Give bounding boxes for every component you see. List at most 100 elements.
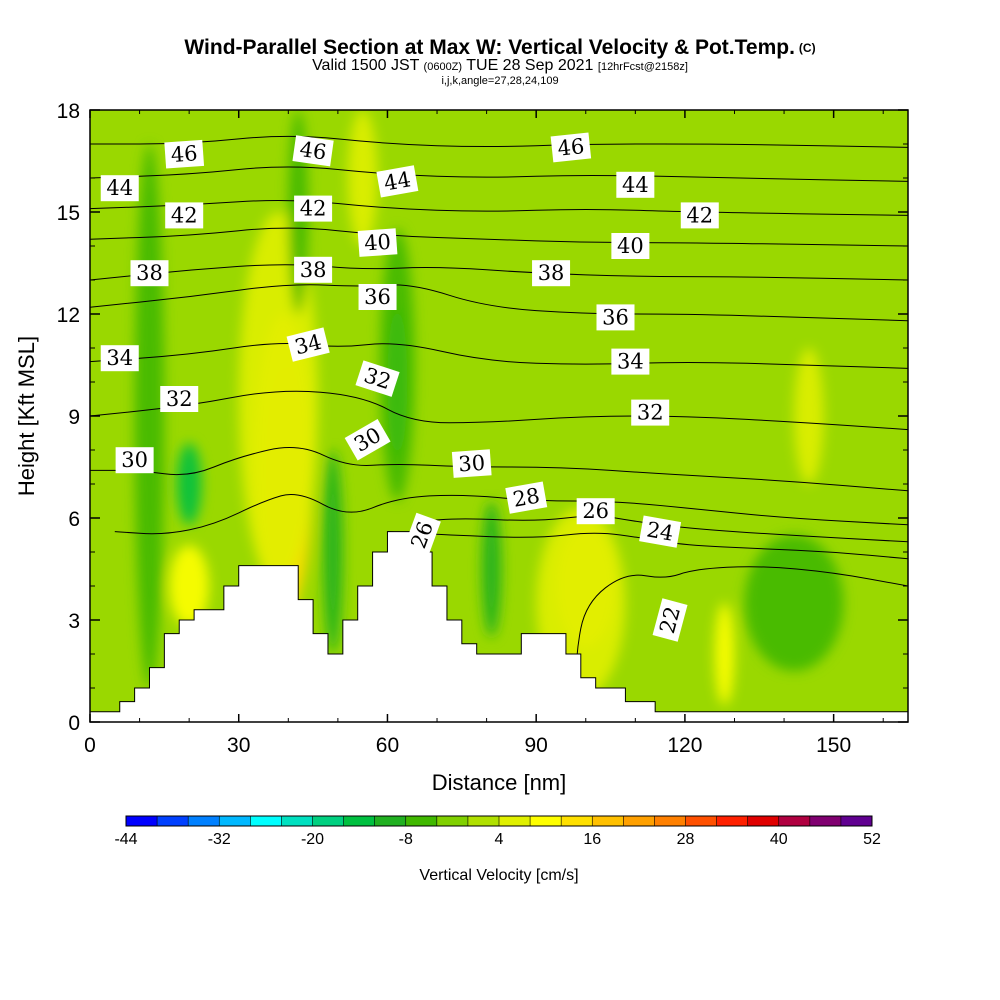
section-indices: i,j,k,angle=27,28,24,109 (441, 75, 559, 87)
colorbar-swatch (716, 816, 749, 826)
contour-label-box (611, 233, 650, 259)
contour-label-box (576, 498, 615, 525)
contour-label-box (505, 481, 548, 514)
contour-label-text: 42 (171, 203, 198, 227)
chart-title-badge: (C) (798, 41, 816, 55)
contour-label-text: 38 (300, 258, 327, 282)
contour-label-22: 22 (652, 598, 688, 642)
colorbar-swatch (747, 816, 780, 826)
velocity-cell (323, 450, 343, 654)
colorbar-swatch (312, 816, 345, 826)
colorbar-swatch (778, 816, 811, 826)
contour-label-42: 42 (680, 202, 719, 229)
contour-label-box (165, 202, 204, 229)
contour-label-34: 34 (286, 327, 330, 362)
contour-label-text: 36 (602, 305, 629, 329)
contour-label-30: 30 (451, 449, 492, 478)
contour-label-box (631, 399, 670, 426)
theta-contour-34 (90, 342, 908, 369)
colorbar-swatch (685, 816, 718, 826)
velocity-cell (481, 501, 502, 637)
contour-label-40: 40 (357, 228, 398, 257)
contour-label-text: 34 (617, 350, 644, 374)
contour-label-text: 30 (121, 448, 148, 472)
colorbar-tick-label: -8 (399, 831, 413, 848)
contour-label-32: 32 (631, 399, 670, 426)
contour-label-30: 30 (115, 447, 154, 474)
contour-label-box (596, 304, 635, 331)
contour-label-text: 44 (382, 167, 412, 195)
contour-label-box (115, 447, 154, 474)
contour-label-box (639, 515, 682, 548)
colorbar-tick-label: 4 (495, 831, 504, 848)
y-tick-label: 18 (57, 100, 80, 123)
y-tick-label: 15 (57, 202, 80, 225)
contour-label-text: 44 (106, 176, 133, 200)
contour-label-box (357, 228, 398, 257)
colorbar-tick-label: -44 (114, 831, 137, 848)
terrain (90, 531, 908, 722)
colorbar-swatch (530, 816, 562, 826)
valid-date: TUE 28 Sep 2021 (466, 57, 594, 74)
velocity-cell (176, 443, 202, 525)
y-tick-label: 9 (68, 406, 80, 429)
contour-label-box (130, 260, 169, 287)
colorbar-swatch (499, 816, 531, 826)
contour-label-box (164, 139, 205, 169)
contour-label-text: 42 (300, 197, 327, 221)
velocity-cell (744, 535, 844, 671)
colorbar-swatch (467, 816, 500, 826)
colorbar-swatch (374, 816, 407, 826)
theta-contour-30 (90, 447, 908, 492)
theta-contour-28 (114, 494, 908, 535)
colorbar-label: Vertical Velocity [cm/s] (419, 867, 578, 884)
y-axis-label: Height [Kft MSL] (14, 336, 39, 496)
y-tick-label: 0 (68, 712, 80, 735)
theta-contour-36 (90, 284, 908, 322)
contour-label-34: 34 (611, 348, 650, 375)
colorbar-swatch (157, 816, 189, 826)
colorbar-swatch (561, 816, 593, 826)
contour-label-44: 44 (376, 165, 419, 198)
contour-label-box (294, 195, 333, 222)
contour-label-text: 34 (106, 346, 133, 370)
x-tick-label: 150 (816, 734, 851, 757)
contour-label-box (355, 360, 400, 397)
contour-label-40: 40 (611, 233, 650, 259)
velocity-field (134, 110, 844, 705)
colorbar-tick-label: 40 (770, 831, 788, 848)
colorbar-swatch (250, 816, 282, 826)
colorbar-swatch (809, 816, 842, 826)
contour-label-text: 40 (617, 234, 644, 258)
x-axis: 0 30 60 90 120 150 (84, 110, 884, 757)
contour-label-28: 28 (505, 481, 548, 514)
forecast-info: [12hrFcst@2158z] (597, 61, 688, 73)
colorbar-swatch (188, 816, 220, 826)
contour-label-text: 46 (298, 137, 328, 164)
plot-area: 46 46 46 44 44 44 42 42 42 40 40 38 38 38 36 36 34 34 34 32… (90, 110, 908, 722)
contour-label-text: 36 (364, 285, 391, 309)
contour-label-box (100, 345, 139, 372)
contour-label-44: 44 (616, 171, 655, 198)
valid-time: Valid 1500 JST (312, 57, 420, 74)
contour-label-box (611, 348, 650, 375)
contour-label-46: 46 (292, 135, 334, 167)
chart-title: Wind-Parallel Section at Max W: Vertical… (0, 36, 1000, 60)
x-tick-label: 30 (227, 734, 250, 757)
contour-label-text: 46 (170, 141, 198, 167)
x-axis-label: Distance [nm] (432, 770, 567, 795)
contour-label-box (358, 284, 397, 310)
contour-label-34: 34 (100, 345, 139, 372)
title-block: Wind-Parallel Section at Max W: Vertical… (0, 36, 1000, 87)
contour-label-text: 32 (637, 401, 664, 425)
contour-label-box (286, 327, 330, 362)
contour-label-box (294, 256, 333, 283)
colorbar-swatch (219, 816, 251, 826)
contour-label-box (532, 260, 571, 287)
colorbar-swatch (405, 816, 438, 826)
contour-label-box (344, 419, 391, 461)
contour-label-text: 44 (622, 173, 649, 197)
colorbar-tick-label: -32 (208, 831, 231, 848)
